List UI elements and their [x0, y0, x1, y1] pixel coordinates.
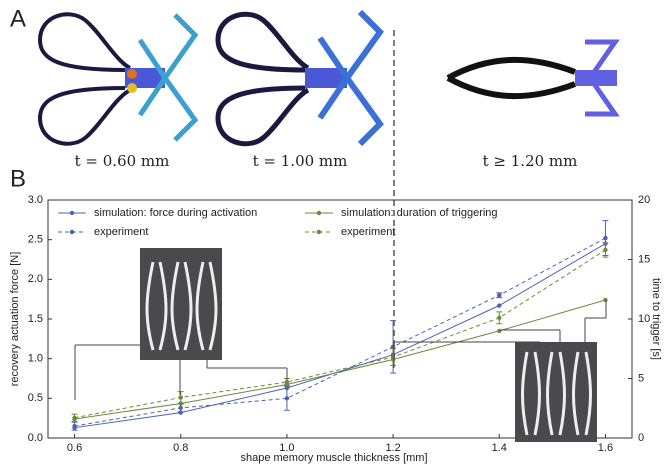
y-tick-label: 0.5	[28, 392, 43, 404]
point	[497, 315, 502, 321]
point	[603, 297, 608, 303]
inset-photos	[74, 248, 607, 442]
series-line	[74, 299, 606, 420]
point	[497, 303, 502, 308]
legend-marker	[316, 229, 322, 235]
x-tick-label: 0.8	[173, 442, 188, 454]
series-line	[74, 237, 606, 427]
y-axis-label: recovery actuation force [N]	[9, 252, 21, 387]
y2-tick-label: 20	[638, 194, 650, 206]
y2-tick-label: 0	[638, 432, 644, 444]
legend-label: experiment	[94, 226, 148, 238]
point	[72, 415, 77, 420]
legend-label: experiment	[341, 226, 395, 238]
point	[178, 405, 183, 411]
y2-tick-label: 15	[638, 253, 650, 265]
caption: t = 0.60 mm	[75, 152, 170, 170]
y-tick-label: 1.5	[28, 313, 43, 325]
y-tick-label: 0.0	[28, 432, 43, 444]
point	[178, 395, 183, 400]
x-axis-label: shape memory muscle thickness [mm]	[240, 452, 427, 464]
x-tick-label: 1.6	[598, 442, 613, 454]
panel-a-drawings	[37, 9, 620, 350]
x-tick-label: 1.0	[279, 442, 294, 454]
point	[497, 328, 502, 334]
series-line	[74, 249, 606, 419]
point	[284, 396, 290, 401]
point	[603, 235, 608, 241]
legend-marker	[69, 210, 75, 216]
y-tick-label: 2.0	[28, 273, 43, 285]
point	[603, 247, 608, 253]
y-tick-label: 1.0	[28, 353, 43, 365]
point	[72, 423, 77, 429]
caption: t = 1.00 mm	[253, 152, 348, 170]
y2-tick-label: 5	[638, 372, 644, 384]
y-tick-label: 2.5	[28, 234, 43, 246]
point	[497, 293, 502, 298]
y-tick-label: 3.0	[28, 194, 43, 206]
x-tick-label: 1.2	[385, 442, 400, 454]
panel-label: A	[10, 5, 26, 32]
point	[390, 354, 396, 360]
series-line	[74, 243, 606, 429]
x-tick-label: 1.4	[492, 442, 507, 454]
x-tick-label: 0.6	[67, 442, 82, 454]
y2-tick-label: 10	[638, 313, 650, 325]
caption: t ≥ 1.20 mm	[483, 152, 578, 170]
y2-axis-label: time to trigger [s]	[650, 278, 662, 360]
legend-marker	[316, 210, 322, 216]
panel-label: B	[10, 165, 26, 192]
legend-label: simulation: duration of triggering	[341, 207, 498, 219]
point	[284, 379, 290, 385]
legend-marker	[69, 229, 75, 235]
legend-label: simulation: force during activation	[94, 207, 257, 219]
